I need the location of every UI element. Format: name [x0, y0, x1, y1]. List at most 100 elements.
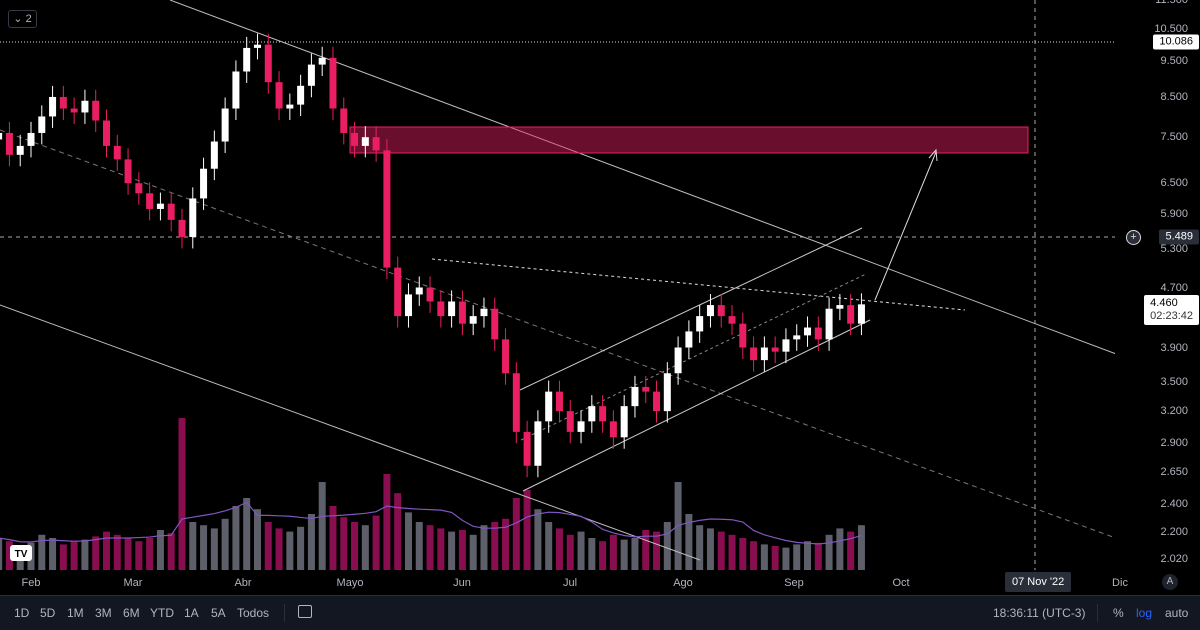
indicator-legend-toggle[interactable]: ⌄ 2 — [8, 10, 37, 28]
volume-bar — [771, 546, 779, 570]
range-button-5a[interactable]: 5A — [211, 606, 226, 620]
volume-bar — [102, 531, 110, 570]
range-button-todos[interactable]: Todos — [237, 606, 270, 620]
candle-body — [307, 64, 315, 86]
price-tick-label: 3.500 — [1160, 376, 1188, 389]
candle-body — [814, 327, 822, 340]
volume-bar — [135, 541, 143, 570]
bottom-toolbar: 1D 5D 1M 3M 6M YTD 1A 5A Todos 18:36:11 (UTC-3) … — [0, 596, 1200, 630]
time-tag-crosshair: 07 Nov '22 — [1005, 572, 1072, 592]
range-button-1a[interactable]: 1A — [184, 606, 199, 620]
candle-body — [847, 305, 855, 324]
volume-bar — [415, 522, 423, 570]
candle-body — [706, 305, 714, 317]
candle-body — [404, 294, 412, 317]
projection-arrow[interactable] — [874, 151, 937, 301]
price-tick-label: 6.500 — [1160, 177, 1188, 190]
volume-bar — [340, 517, 348, 570]
range-button-6m[interactable]: 6M — [123, 606, 140, 620]
candle-body — [426, 287, 434, 302]
auto-scale-button[interactable]: A — [1162, 574, 1178, 590]
volume-bar — [793, 544, 801, 570]
candle-body — [415, 287, 423, 295]
volume-bar — [394, 493, 402, 570]
time-tick-label: Mar — [123, 577, 143, 589]
neckline-dashed[interactable] — [431, 258, 966, 311]
volume-bar — [825, 534, 833, 570]
candle-body — [577, 421, 585, 432]
time-tick-label: Oct — [892, 577, 910, 589]
tv-logo: TV — [10, 545, 32, 561]
volume-bar — [0, 538, 3, 570]
candle-body — [200, 168, 208, 199]
candle-body — [609, 421, 617, 438]
range-button-1d[interactable]: 1D — [14, 606, 30, 620]
candle-body — [221, 108, 229, 142]
candle-body — [491, 308, 499, 340]
volume-bar — [361, 525, 369, 570]
price-chart[interactable]: TV — [0, 0, 1200, 570]
range-button-3m[interactable]: 3M — [95, 606, 112, 620]
volume-bar — [59, 544, 67, 570]
candle-body — [512, 373, 520, 432]
toolbar-divider — [284, 604, 285, 622]
volume-bar — [642, 530, 650, 570]
time-tick-label: Dic — [1112, 577, 1128, 589]
arrow-head-icon — [928, 148, 938, 162]
candle-body — [394, 267, 402, 317]
channel-mid[interactable] — [520, 273, 867, 441]
candle-body — [545, 391, 553, 422]
go-to-date-calendar-icon[interactable] — [298, 605, 312, 618]
candle-body — [620, 406, 628, 438]
range-button-ytd[interactable]: YTD — [150, 606, 174, 620]
percent-scale-toggle[interactable]: % — [1113, 606, 1124, 620]
log-scale-toggle[interactable]: log — [1136, 606, 1153, 620]
clock-timezone[interactable]: 18:36:11 (UTC-3) — [993, 606, 1086, 620]
trendline-lower[interactable] — [0, 304, 701, 561]
range-button-1m[interactable]: 1M — [67, 606, 84, 620]
volume-bar — [577, 531, 585, 570]
candle-body — [663, 373, 671, 412]
volume-bar — [329, 506, 337, 570]
volume-bar — [599, 541, 607, 570]
trendline-upper[interactable] — [169, 0, 1144, 365]
price-tag-crosshair: 5.489 — [1159, 229, 1199, 245]
candle-body — [253, 44, 261, 48]
volume-bar — [847, 531, 855, 570]
channel-top[interactable] — [519, 227, 863, 391]
time-tick-label: Abr — [234, 577, 252, 589]
volume-bar — [189, 522, 197, 570]
price-axis-bg[interactable] — [1115, 0, 1200, 570]
candle-body — [16, 145, 24, 155]
candle-body — [739, 323, 747, 348]
price-tick-label: 2.900 — [1160, 436, 1188, 449]
candle-body — [361, 137, 369, 146]
volume-bar — [200, 525, 208, 570]
toolbar-divider-2 — [1097, 604, 1098, 622]
candle-body — [588, 406, 596, 422]
volume-bar — [210, 528, 218, 570]
volume-bar — [156, 530, 164, 570]
time-axis[interactable]: Feb Mar Abr Mayo Jun Jul Ago Sep Oct Dic 07 Nov '… — [0, 570, 1200, 596]
candle-body — [728, 316, 736, 324]
volume-bar — [351, 522, 359, 570]
channel-bottom[interactable] — [522, 319, 871, 492]
add-alert-plus-icon[interactable]: + — [1126, 230, 1141, 245]
price-tick-label: 4.700 — [1160, 281, 1188, 294]
volume-bar — [814, 542, 822, 570]
candle-body — [243, 47, 251, 72]
target-zone[interactable] — [349, 126, 1029, 154]
candle-body — [717, 305, 725, 317]
volume-bar — [804, 541, 812, 570]
price-tick-label: 2.650 — [1160, 465, 1188, 478]
volume-bar — [458, 530, 466, 570]
candle-body — [631, 386, 639, 407]
volume-bar — [372, 515, 380, 570]
volume-bar — [609, 534, 617, 570]
volume-bar — [49, 538, 57, 570]
candle-body — [674, 347, 682, 374]
auto-scale-toggle[interactable]: auto — [1165, 606, 1189, 620]
range-button-5d[interactable]: 5D — [40, 606, 56, 620]
candle-body — [653, 391, 661, 412]
candle-body — [760, 347, 768, 361]
